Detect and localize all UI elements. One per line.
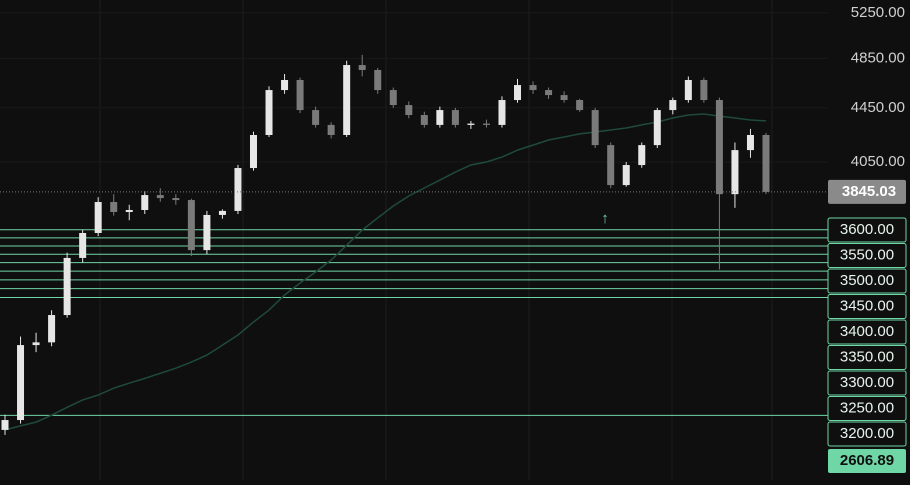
candle-body [715, 100, 723, 195]
candle-body [560, 95, 568, 101]
candle-body [638, 145, 646, 166]
level-label: 3500.00 [840, 272, 894, 289]
vertical-grid [99, 0, 773, 480]
last-price-box [828, 179, 906, 204]
candle-body [234, 168, 242, 211]
level-label: 3400.00 [840, 323, 894, 340]
alert-label: 2606.89 [840, 452, 894, 469]
candle-body [545, 90, 553, 96]
last-price-label: 3845.03 [842, 183, 896, 200]
candle-body [482, 123, 490, 125]
candle-body [405, 105, 413, 116]
y-tick-label: 4050.00 [851, 153, 905, 170]
level-label: 3200.00 [840, 425, 894, 442]
candle-body [203, 214, 211, 251]
level-label: 3600.00 [840, 221, 894, 238]
candle-body [420, 115, 428, 125]
candle-body [110, 202, 118, 213]
candle-body [358, 65, 366, 70]
candle-body [374, 69, 382, 91]
level-label-box [827, 421, 907, 447]
level-label: 3250.00 [840, 399, 894, 416]
candle-body [684, 79, 692, 101]
candle-body [281, 79, 289, 91]
level-label: 3450.00 [840, 297, 894, 314]
level-label-box [827, 294, 907, 319]
candle-body [607, 145, 615, 186]
candle-body [296, 79, 304, 111]
candle-body [79, 232, 87, 258]
level-label: 3550.00 [840, 246, 894, 263]
candle-body [249, 134, 257, 169]
candle-body [514, 85, 522, 101]
candle-body [669, 100, 677, 111]
candle-body [1, 420, 9, 430]
candle-body [451, 110, 459, 125]
level-label-box [827, 345, 907, 370]
candle-body [327, 124, 335, 135]
candle-body [436, 110, 444, 125]
candle-body [156, 195, 164, 199]
candle-body [700, 79, 708, 101]
candle-body [48, 315, 56, 343]
level-label-box [827, 243, 907, 268]
level-label: 3350.00 [840, 348, 894, 365]
candle-body [622, 165, 630, 186]
candle-body [467, 123, 475, 125]
candle-body [576, 100, 584, 111]
alert-label-box [828, 449, 906, 473]
candle-body [731, 150, 739, 195]
level-label-box [827, 319, 907, 345]
annotation: ↑ [601, 210, 609, 227]
candle-body [17, 345, 25, 421]
level-label: 3300.00 [840, 374, 894, 391]
level-label-box [827, 370, 907, 396]
candle-body [591, 110, 599, 146]
candle-body [187, 200, 195, 251]
candle-body [762, 134, 770, 192]
candle-body [653, 110, 661, 146]
candle-body [746, 134, 754, 151]
y-tick-label: 4850.00 [851, 49, 905, 66]
candle-body [63, 257, 71, 316]
moving-average [4, 113, 767, 431]
candle-body [529, 85, 537, 91]
level-label-box [827, 396, 907, 421]
candle-body [141, 195, 149, 210]
candle-body [218, 210, 226, 215]
candle-body [32, 342, 40, 346]
candle-body [498, 100, 506, 125]
candle-body [343, 65, 351, 135]
candle-body [172, 198, 180, 201]
candle-body [265, 90, 273, 135]
candle-body [389, 90, 397, 106]
y-tick-label: 4450.00 [851, 99, 905, 116]
y-tick-label: 5250.00 [851, 4, 905, 21]
candle-body [94, 202, 102, 233]
level-label-box [827, 268, 907, 294]
candle-body [312, 110, 320, 125]
candle-body [125, 209, 133, 213]
level-label-box [827, 217, 907, 243]
